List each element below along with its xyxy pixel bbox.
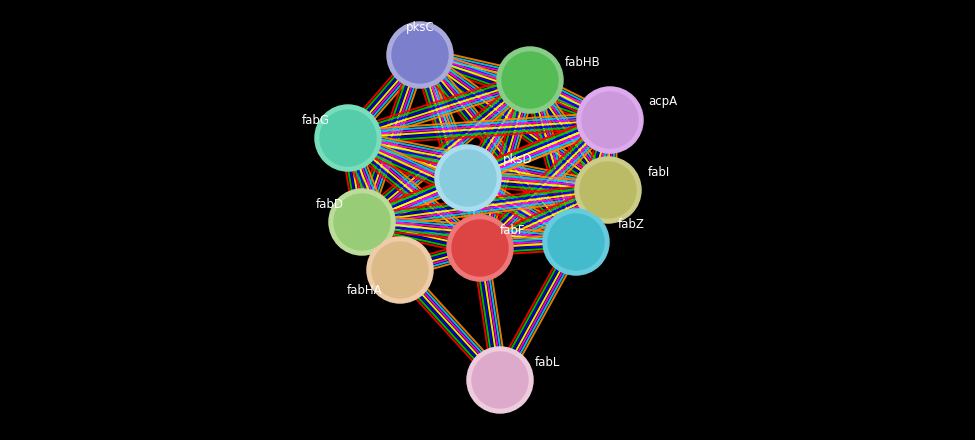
Circle shape: [502, 52, 558, 108]
Circle shape: [329, 189, 395, 255]
Circle shape: [447, 215, 513, 281]
Circle shape: [435, 145, 501, 211]
Circle shape: [392, 27, 448, 83]
Text: fabZ: fabZ: [618, 219, 644, 231]
Circle shape: [367, 237, 433, 303]
Circle shape: [575, 157, 641, 223]
Text: fabG: fabG: [302, 114, 330, 126]
Circle shape: [582, 92, 638, 148]
Circle shape: [543, 209, 609, 275]
Text: fabL: fabL: [535, 356, 561, 370]
Circle shape: [497, 47, 563, 113]
Text: fabHB: fabHB: [565, 55, 601, 69]
Text: acpA: acpA: [648, 95, 677, 109]
Circle shape: [315, 105, 381, 171]
Circle shape: [452, 220, 508, 276]
Text: pksD: pksD: [503, 154, 532, 166]
Text: fabD: fabD: [316, 198, 344, 212]
Circle shape: [472, 352, 528, 408]
Circle shape: [467, 347, 533, 413]
Circle shape: [577, 87, 644, 153]
Circle shape: [372, 242, 428, 298]
Circle shape: [580, 162, 636, 218]
Text: fabF: fabF: [500, 224, 526, 236]
Text: pksC: pksC: [406, 22, 435, 34]
Circle shape: [387, 22, 453, 88]
Text: fabI: fabI: [648, 165, 670, 179]
Circle shape: [334, 194, 390, 250]
Text: fabHA: fabHA: [346, 283, 382, 297]
Circle shape: [440, 150, 496, 206]
Circle shape: [548, 214, 604, 270]
Circle shape: [320, 110, 376, 166]
